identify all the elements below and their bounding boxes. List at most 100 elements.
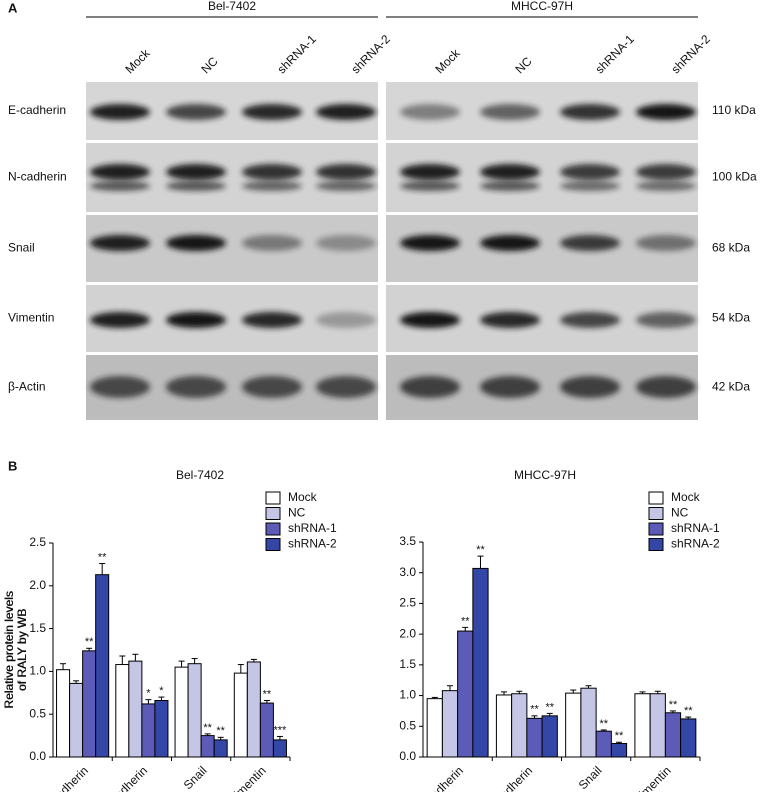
significance-label: * (159, 685, 164, 697)
x-tick-label: E-cadherin (415, 763, 466, 792)
y-tick-label: 1.5 (399, 657, 416, 671)
blot-band (316, 235, 376, 251)
x-tick-label: Snail (181, 763, 210, 792)
bar (595, 730, 612, 758)
panel-label: A (8, 0, 18, 15)
legend-label: shRNA-1 (288, 521, 337, 535)
y-axis-label: Relative protein levels (2, 591, 16, 708)
x-tick-label: N-cadherin (99, 763, 150, 792)
blot-band (90, 376, 150, 398)
bar (649, 693, 666, 758)
blot-band (166, 312, 226, 328)
protein-label: Vimentin (8, 311, 54, 325)
y-tick-label: 2.0 (29, 578, 46, 592)
significance-label: ** (530, 704, 539, 716)
blot-band (242, 312, 302, 328)
legend-label: shRNA-2 (671, 537, 720, 551)
y-tick-label: 1.0 (399, 688, 416, 702)
bar (95, 574, 110, 758)
bar (259, 702, 274, 758)
bar (213, 739, 228, 758)
size-label: 100 kDa (712, 170, 757, 184)
y-tick-label: 2.5 (399, 596, 416, 610)
legend-label: shRNA-1 (671, 521, 720, 535)
bar (141, 703, 156, 758)
y-tick-label: 0.0 (399, 749, 416, 763)
blot-band (400, 181, 460, 191)
blot-band (316, 164, 376, 180)
blot-band (560, 164, 620, 180)
x-tick-label: Vimentin (226, 763, 269, 792)
y-tick-label: 2.5 (29, 535, 46, 549)
blot-band (242, 376, 302, 398)
blot-band (560, 376, 620, 398)
blot-band (560, 181, 620, 191)
bar (511, 693, 528, 758)
bar (174, 666, 189, 758)
significance-label: ** (669, 699, 678, 711)
blot-band (560, 235, 620, 251)
blot-band (480, 235, 540, 251)
lane-label: shRNA-1 (274, 32, 319, 77)
legend-label: Mock (671, 490, 701, 504)
blot-band (242, 104, 302, 120)
blot-band (480, 104, 540, 120)
blot-band (90, 235, 150, 251)
blot-band (400, 312, 460, 328)
bar (457, 630, 474, 758)
legend-swatch (648, 507, 664, 520)
y-axis-label: Relative protein levels (2, 591, 16, 708)
bar (495, 694, 513, 758)
bar (154, 700, 169, 758)
y-tick-label: 3.5 (399, 534, 416, 548)
y-tick-label: 0.0 (29, 749, 46, 763)
bar (82, 650, 97, 758)
blot-band (90, 164, 150, 180)
blot-band (480, 312, 540, 328)
lane-label: NC (198, 54, 220, 76)
chart-title: Bel-7402 (176, 468, 224, 482)
blot-band (480, 181, 540, 191)
y-tick-label: 3.0 (399, 565, 416, 579)
significance-label: ** (615, 730, 624, 742)
y-tick-label: 0.5 (29, 706, 46, 720)
lane-label: shRNA-2 (348, 32, 393, 77)
bar (472, 567, 489, 758)
significance-label: ** (476, 544, 485, 556)
legend-swatch (265, 522, 281, 536)
significance-label: ** (599, 718, 608, 730)
y-axis-label: of RALY by WB (15, 608, 29, 690)
legend-label: NC (288, 506, 306, 520)
blot-band (636, 104, 696, 120)
significance-label: ** (263, 688, 272, 700)
protein-label: Snail (8, 241, 35, 255)
significance-label: *** (274, 724, 288, 736)
blot-band (166, 164, 226, 180)
blot-band (242, 164, 302, 180)
size-label: 68 kDa (712, 241, 750, 255)
lane-label: NC (512, 54, 534, 76)
bar (541, 715, 558, 758)
lane-label: Mock (432, 45, 463, 76)
significance-label: * (146, 688, 151, 700)
blot-band (90, 181, 150, 191)
bar (565, 692, 582, 758)
bar (56, 669, 71, 758)
bar (128, 660, 143, 758)
blot-band (400, 376, 460, 398)
significance-label: ** (203, 722, 212, 734)
significance-label: ** (461, 615, 470, 627)
blot-band (166, 376, 226, 398)
y-tick-label: 0.5 (399, 718, 416, 732)
bar (664, 712, 682, 758)
significance-label: ** (98, 551, 107, 563)
y-axis-label: of RALY by WB (15, 609, 29, 691)
blot-band (560, 312, 620, 328)
size-label: 110 kDa (712, 103, 756, 117)
blot-band (316, 376, 376, 398)
y-tick-label: 2.0 (399, 626, 416, 640)
y-tick-label: 1.5 (29, 621, 46, 635)
blot-band (90, 312, 150, 328)
legend-swatch (265, 538, 281, 551)
